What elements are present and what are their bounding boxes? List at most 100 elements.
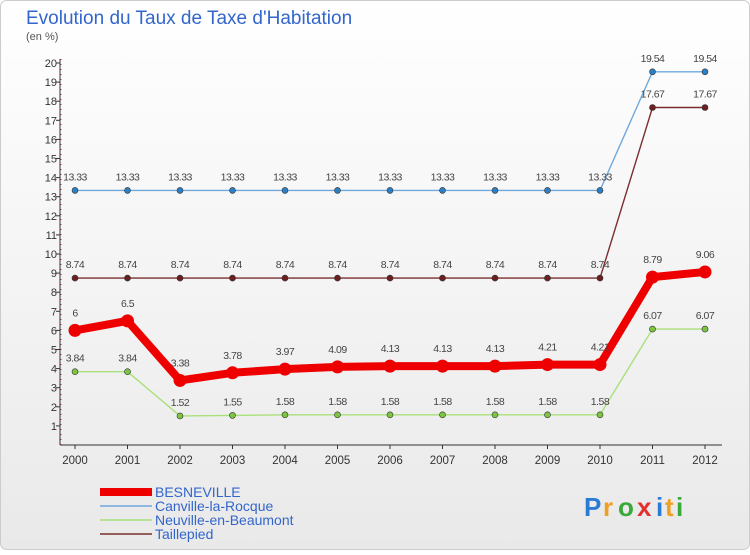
data-point-besneville xyxy=(121,314,134,328)
x-tick-label: 2003 xyxy=(220,455,246,467)
legend-label: Canville-la-Rocque xyxy=(155,498,273,514)
brand-letter: o xyxy=(618,492,634,522)
data-point-neuville-en-beaumont xyxy=(71,368,79,375)
x-tick-label: 2010 xyxy=(587,455,613,467)
data-label-neuville-en-beaumont: 3.84 xyxy=(66,353,85,365)
y-tick-label: 19 xyxy=(45,77,57,89)
x-tick-label: 2004 xyxy=(272,455,298,467)
y-tick-label: 11 xyxy=(46,230,57,242)
data-point-canville-la-rocque xyxy=(334,187,341,194)
data-point-neuville-en-beaumont xyxy=(491,411,499,419)
data-point-besneville xyxy=(488,359,502,373)
data-label-canville-la-rocque: 13.33 xyxy=(536,171,560,183)
data-point-besneville xyxy=(278,362,292,376)
data-label-taillepied: 8.74 xyxy=(223,259,242,271)
x-tick-label: 2005 xyxy=(325,455,351,467)
data-point-besneville xyxy=(436,359,449,373)
brand-letter: r xyxy=(603,492,613,522)
data-point-canville-la-rocque xyxy=(71,187,79,194)
data-point-besneville xyxy=(226,366,239,380)
series-layer xyxy=(68,68,712,420)
data-point-canville-la-rocque xyxy=(229,187,236,194)
x-tick-label: 2011 xyxy=(640,455,665,467)
data-point-canville-la-rocque xyxy=(439,187,446,194)
data-point-taillepied xyxy=(439,274,446,282)
y-tick-label: 15 xyxy=(45,154,57,166)
y-tick-label: 20 xyxy=(45,58,57,70)
data-point-canville-la-rocque xyxy=(124,187,131,194)
data-label-canville-la-rocque: 13.33 xyxy=(168,171,192,183)
data-point-canville-la-rocque xyxy=(491,187,499,194)
data-label-canville-la-rocque: 13.33 xyxy=(221,171,245,183)
data-point-taillepied xyxy=(71,274,79,282)
data-point-neuville-en-beaumont xyxy=(229,412,236,419)
data-label-besneville: 4.13 xyxy=(486,343,505,355)
data-label-taillepied: 8.74 xyxy=(486,259,505,271)
data-point-besneville xyxy=(173,373,187,387)
data-label-neuville-en-beaumont: 1.58 xyxy=(328,396,347,408)
data-point-canville-la-rocque xyxy=(544,187,551,194)
data-label-canville-la-rocque: 13.33 xyxy=(116,171,140,183)
data-point-neuville-en-beaumont xyxy=(439,411,446,419)
chart-title: Evolution du Taux de Taxe d'Habitation xyxy=(26,8,352,29)
data-point-taillepied xyxy=(124,274,131,282)
data-label-canville-la-rocque: 13.33 xyxy=(326,171,350,183)
x-tick-label: 2002 xyxy=(167,455,193,467)
data-label-besneville: 6 xyxy=(72,307,78,319)
data-point-taillepied xyxy=(281,274,289,282)
data-label-neuville-en-beaumont: 1.58 xyxy=(381,396,400,408)
y-tick-label: 12 xyxy=(45,211,57,223)
data-label-neuville-en-beaumont: 1.55 xyxy=(223,396,242,408)
data-label-canville-la-rocque: 13.33 xyxy=(63,171,87,183)
data-point-taillepied xyxy=(229,274,236,282)
brand-letter: x xyxy=(637,492,652,522)
data-label-besneville: 4.13 xyxy=(433,343,452,355)
data-point-neuville-en-beaumont xyxy=(281,411,289,419)
data-point-taillepied xyxy=(701,104,709,111)
data-label-besneville: 3.38 xyxy=(171,357,190,369)
data-point-neuville-en-beaumont xyxy=(649,325,656,333)
y-tick-label: 7 xyxy=(51,306,57,318)
legend-label: Taillepied xyxy=(155,526,213,542)
data-label-canville-la-rocque: 13.33 xyxy=(431,171,455,183)
data-label-canville-la-rocque: 19.54 xyxy=(641,53,665,65)
y-tick-label: 4 xyxy=(51,364,57,376)
data-label-neuville-en-beaumont: 1.52 xyxy=(171,397,190,409)
data-label-neuville-en-beaumont: 1.58 xyxy=(276,396,295,408)
data-label-besneville: 9.06 xyxy=(696,249,715,261)
data-label-layer: 13.33 13.33 13.33 13.33 13.33 13.33 13.33 13.33… xyxy=(63,53,718,409)
data-label-besneville: 4.21 xyxy=(538,342,557,354)
data-point-canville-la-rocque xyxy=(649,68,656,76)
data-point-taillepied xyxy=(334,274,341,282)
data-point-neuville-en-beaumont xyxy=(124,368,131,375)
data-label-besneville: 3.97 xyxy=(276,346,295,358)
data-point-neuville-en-beaumont xyxy=(596,411,604,419)
legend: BESNEVILLECanville-la-RocqueNeuville-en-… xyxy=(100,484,294,542)
data-point-canville-la-rocque xyxy=(386,187,394,194)
data-label-taillepied: 8.74 xyxy=(276,259,295,271)
legend-label: BESNEVILLE xyxy=(155,484,241,500)
data-label-neuville-en-beaumont: 1.58 xyxy=(486,396,505,408)
data-point-neuville-en-beaumont xyxy=(334,411,341,419)
data-point-canville-la-rocque xyxy=(596,187,604,194)
data-label-taillepied: 8.74 xyxy=(171,259,190,271)
data-point-canville-la-rocque xyxy=(701,68,709,76)
data-label-taillepied: 8.74 xyxy=(591,259,610,271)
data-label-taillepied: 8.74 xyxy=(118,259,137,271)
data-point-taillepied xyxy=(386,274,394,282)
data-label-canville-la-rocque: 19.54 xyxy=(693,53,717,65)
y-tick-label: 9 xyxy=(51,268,57,280)
brand-letter: i xyxy=(656,492,663,522)
x-tick-label: 2000 xyxy=(62,455,88,467)
y-tick-label: 5 xyxy=(51,345,57,357)
y-tick-label: 1 xyxy=(51,421,57,433)
x-tick-label: 2012 xyxy=(692,455,718,467)
data-point-besneville xyxy=(541,358,554,372)
data-point-neuville-en-beaumont xyxy=(701,325,709,333)
data-point-taillepied xyxy=(544,274,551,282)
data-label-taillepied: 8.74 xyxy=(328,259,347,271)
y-tick-label: 6 xyxy=(51,325,57,337)
data-point-taillepied xyxy=(491,274,499,282)
